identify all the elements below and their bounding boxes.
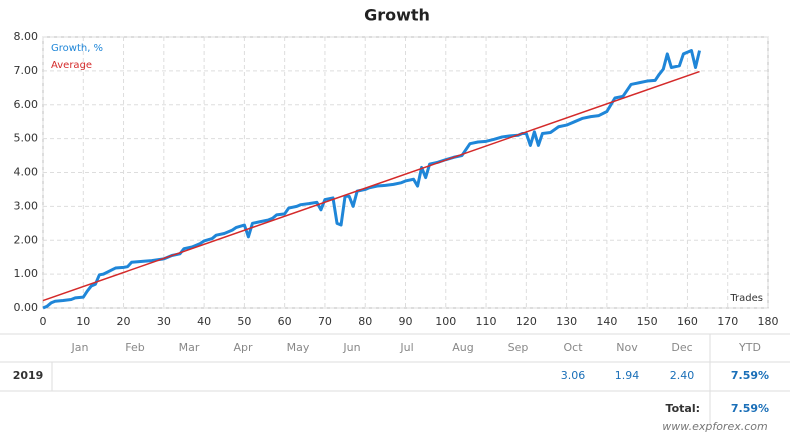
column-header: Nov: [616, 341, 638, 354]
column-header: Apr: [233, 341, 253, 354]
table-cell: 3.06: [561, 369, 586, 382]
x-tick-label: 20: [117, 315, 131, 328]
row-label: 2019: [13, 369, 44, 382]
x-tick-label: 170: [717, 315, 738, 328]
total-value: 7.59%: [731, 402, 769, 415]
x-tick-label: 150: [637, 315, 658, 328]
y-tick-label: 4.00: [14, 166, 39, 179]
x-axis-label: Trades: [729, 293, 763, 304]
x-tick-label: 160: [677, 315, 698, 328]
y-tick-label: 1.00: [14, 267, 39, 280]
x-tick-label: 40: [197, 315, 211, 328]
x-tick-label: 180: [758, 315, 779, 328]
series-line: [42, 70, 700, 302]
table-cell: 2.40: [670, 369, 695, 382]
column-header: Feb: [125, 341, 144, 354]
table-cell: 1.94: [615, 369, 640, 382]
x-tick-label: 110: [476, 315, 497, 328]
watermark: www.expforex.com: [662, 420, 767, 433]
y-tick-label: 7.00: [14, 64, 39, 77]
column-header: Sep: [508, 341, 529, 354]
y-tick-label: 0.00: [14, 301, 39, 314]
column-header: Jan: [71, 341, 89, 354]
series-line: [42, 49, 701, 310]
x-tick-label: 70: [318, 315, 332, 328]
column-header: Jun: [342, 341, 360, 354]
y-tick-label: 6.00: [14, 98, 39, 111]
y-tick-label: 3.00: [14, 199, 39, 212]
x-tick-label: 60: [278, 315, 292, 328]
x-tick-label: 80: [358, 315, 372, 328]
x-tick-label: 50: [237, 315, 251, 328]
column-header: Jul: [399, 341, 413, 354]
x-tick-label: 0: [40, 315, 47, 328]
column-header: Aug: [452, 341, 473, 354]
column-header: Oct: [563, 341, 583, 354]
x-tick-label: 120: [516, 315, 537, 328]
column-header: Mar: [179, 341, 200, 354]
x-tick-label: 90: [399, 315, 413, 328]
chart-title: Growth: [364, 6, 430, 25]
x-tick-label: 130: [556, 315, 577, 328]
y-tick-label: 2.00: [14, 233, 39, 246]
legend-entry: Growth, %: [51, 43, 103, 54]
y-tick-label: 8.00: [14, 30, 39, 43]
column-header: May: [287, 341, 310, 354]
total-label: Total:: [666, 402, 700, 415]
x-tick-label: 100: [435, 315, 456, 328]
legend-entry: Average: [51, 60, 92, 71]
y-tick-label: 5.00: [14, 132, 39, 145]
x-tick-label: 10: [76, 315, 90, 328]
x-tick-label: 140: [596, 315, 617, 328]
table-cell: 7.59%: [731, 369, 769, 382]
column-header: YTD: [738, 341, 761, 354]
column-header: Dec: [671, 341, 692, 354]
x-tick-label: 30: [157, 315, 171, 328]
